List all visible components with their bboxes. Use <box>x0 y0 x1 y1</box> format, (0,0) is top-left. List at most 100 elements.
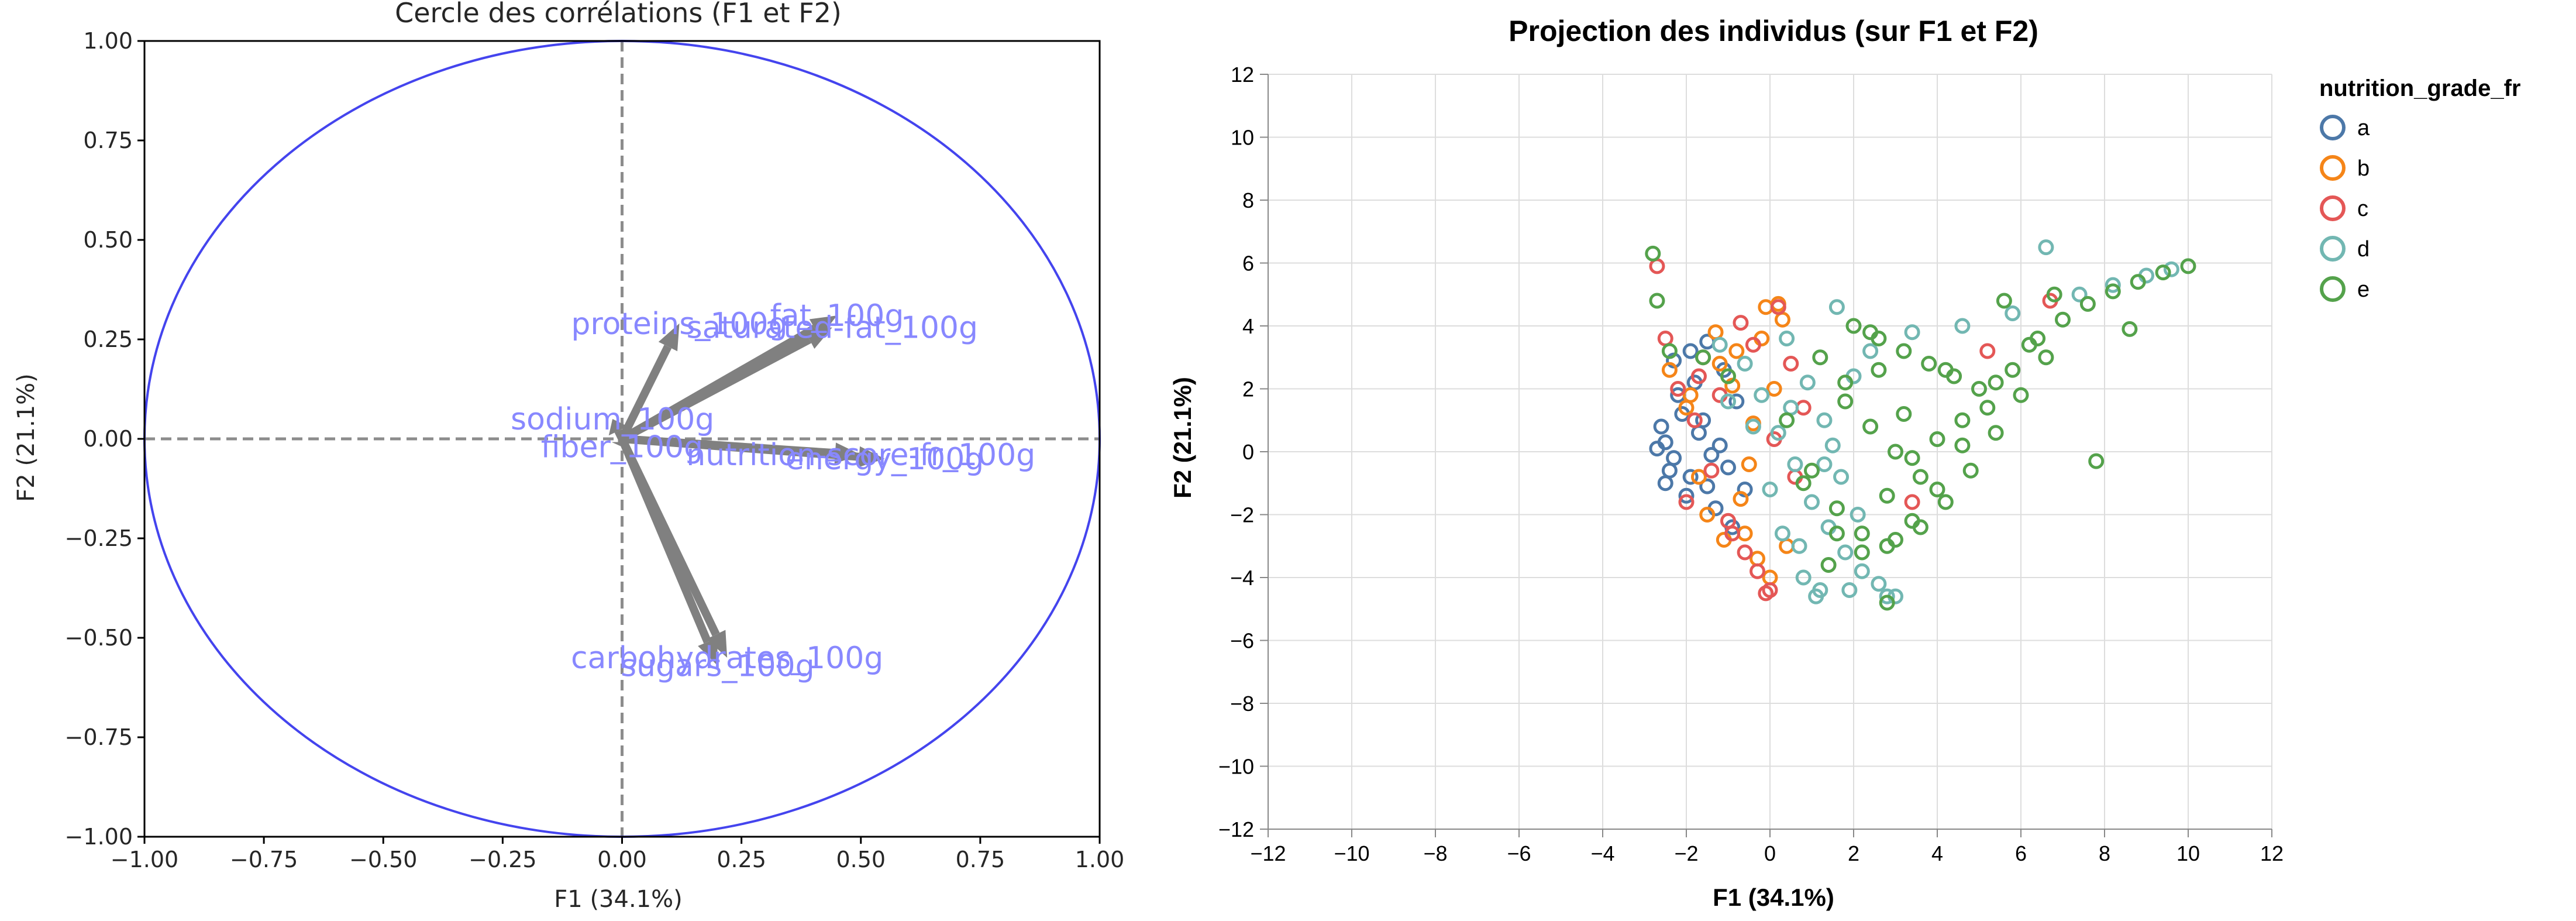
point-d <box>2163 261 2179 277</box>
vector-arrow-head <box>804 327 832 349</box>
point-d <box>1787 456 1803 472</box>
point-a <box>1661 462 1678 479</box>
vector-label: proteins_100g <box>571 307 787 342</box>
correlation-circle-chart: Cercle des corrélations (F1 et F2) prote… <box>13 0 1124 913</box>
point-c <box>1649 258 1665 274</box>
point-c <box>1770 299 1786 315</box>
legend-title: nutrition_grade_fr <box>2319 75 2520 101</box>
x-tick-label: 4 <box>1931 841 1943 865</box>
vector-label: sugars_100g <box>621 649 815 684</box>
point-e <box>1879 487 1895 504</box>
point-e <box>1937 362 1954 378</box>
x-tick-label: −10 <box>1334 841 1369 865</box>
y-tick-label: 1.00 <box>83 28 133 54</box>
point-b <box>1741 456 1757 472</box>
x-tick-label: −8 <box>1423 841 1447 865</box>
point-d <box>2038 239 2054 256</box>
point-e <box>1812 349 1828 366</box>
point-e <box>2005 362 2021 378</box>
point-b <box>1690 469 1707 485</box>
point-c <box>1979 343 1996 359</box>
point-d <box>2071 286 2088 303</box>
projection-chart-title: Projection des individus (sur F1 et F2) <box>1509 15 2038 47</box>
point-e <box>2046 286 2062 303</box>
point-b <box>1707 324 1724 341</box>
point-a <box>1720 459 1736 476</box>
point-a <box>1682 469 1699 485</box>
point-b <box>1774 311 1790 328</box>
y-tick-label: −0.75 <box>65 724 133 750</box>
legend-label-c: c <box>2357 197 2368 221</box>
point-e <box>1854 544 1870 561</box>
point-a <box>1711 437 1728 453</box>
point-b <box>1661 362 1678 378</box>
point-e <box>1837 374 1854 391</box>
y-tick-label: 8 <box>1242 188 1254 212</box>
vector-arrow <box>614 429 626 441</box>
vector-label: fiber_100g <box>541 430 703 465</box>
point-e <box>1879 594 1895 611</box>
point-a <box>1649 441 1665 457</box>
x-tick-label: 0.00 <box>597 847 647 872</box>
point-b <box>1750 551 1766 567</box>
point-b <box>1699 507 1716 523</box>
point-d <box>1804 494 1820 510</box>
point-e <box>1720 368 1736 384</box>
point-a <box>1690 425 1707 441</box>
point-c <box>1745 336 1761 353</box>
point-b <box>1733 491 1749 507</box>
point-e <box>1649 293 1665 309</box>
y-tick-label: −0.25 <box>65 525 133 551</box>
legend-label-d: d <box>2357 237 2370 262</box>
vector-label: nutrition-score-fr_100g <box>686 438 1035 473</box>
point-e <box>2013 387 2029 403</box>
y-tick-label: 10 <box>1231 126 1254 150</box>
point-e <box>1896 406 1912 422</box>
point-d <box>1854 563 1870 579</box>
point-e <box>1779 412 1795 428</box>
x-tick-label: −4 <box>1590 841 1614 865</box>
point-d <box>1770 425 1786 441</box>
point-e <box>1937 494 1954 510</box>
vector-arrow-head <box>809 315 837 338</box>
point-d <box>2005 305 2021 321</box>
y-tick-label: 0.50 <box>83 227 133 253</box>
point-e <box>1896 343 1912 359</box>
point-c <box>1758 585 1774 602</box>
y-tick-label: 12 <box>1231 63 1254 87</box>
vector-arrow <box>621 435 860 461</box>
point-e <box>2021 336 2037 353</box>
point-d <box>1833 469 1850 485</box>
point-c <box>1733 315 1749 331</box>
point-b <box>1728 343 1745 359</box>
x-tick-label: 6 <box>2015 841 2027 865</box>
x-tick-label: 1.00 <box>1075 847 1125 872</box>
point-e <box>1971 381 1987 397</box>
point-e <box>1820 557 1837 573</box>
point-e <box>1904 450 1920 466</box>
legend-label-e: e <box>2357 277 2370 302</box>
y-tick-label: −4 <box>1230 566 1254 590</box>
point-c <box>1686 412 1703 428</box>
vector-arrow-head <box>858 446 885 468</box>
point-a <box>1666 450 1682 466</box>
point-e <box>1661 343 1678 359</box>
point-e <box>1979 400 1996 416</box>
vector-arrow-head <box>658 323 680 352</box>
point-d <box>1816 412 1833 428</box>
x-tick-label: 2 <box>1848 841 1859 865</box>
correlation-plot-area: proteins_100gfat_100gsaturated-fat_100gs… <box>65 28 1125 872</box>
point-d <box>1816 456 1833 472</box>
point-e <box>1695 349 1711 366</box>
correlation-chart-title: Cercle des corrélations (F1 et F2) <box>395 0 842 29</box>
x-tick-label: 0.75 <box>956 847 1005 872</box>
point-e <box>1828 525 1845 542</box>
legend-swatch-d <box>2320 236 2346 262</box>
correlation-x-axis-label: F1 (34.1%) <box>554 886 682 913</box>
point-e <box>1988 425 2004 441</box>
point-e <box>1996 293 2012 309</box>
x-tick-label: −1.00 <box>111 847 178 872</box>
x-tick-label: −12 <box>1250 841 1286 865</box>
vector-label: fat_100g <box>770 298 904 334</box>
